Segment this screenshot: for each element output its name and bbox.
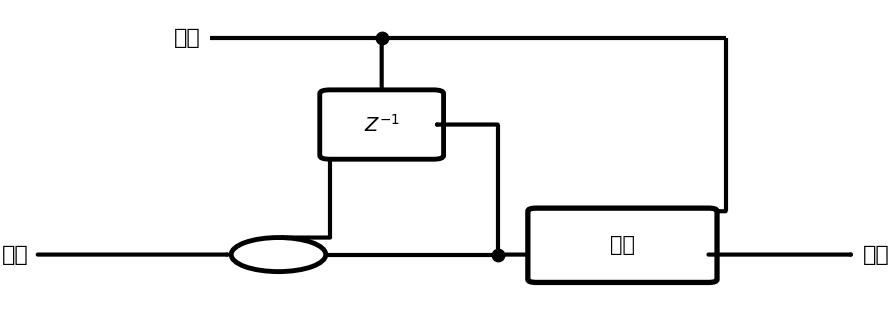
FancyBboxPatch shape — [320, 90, 443, 159]
Point — [375, 35, 389, 40]
Text: $Z^{-1}$: $Z^{-1}$ — [364, 114, 400, 136]
Text: 输出: 输出 — [864, 244, 890, 265]
Text: 采样: 采样 — [610, 235, 635, 255]
Circle shape — [232, 238, 325, 272]
Point — [491, 252, 505, 257]
Text: 输入: 输入 — [3, 244, 30, 265]
FancyBboxPatch shape — [527, 208, 717, 282]
Text: 使能: 使能 — [174, 28, 201, 48]
